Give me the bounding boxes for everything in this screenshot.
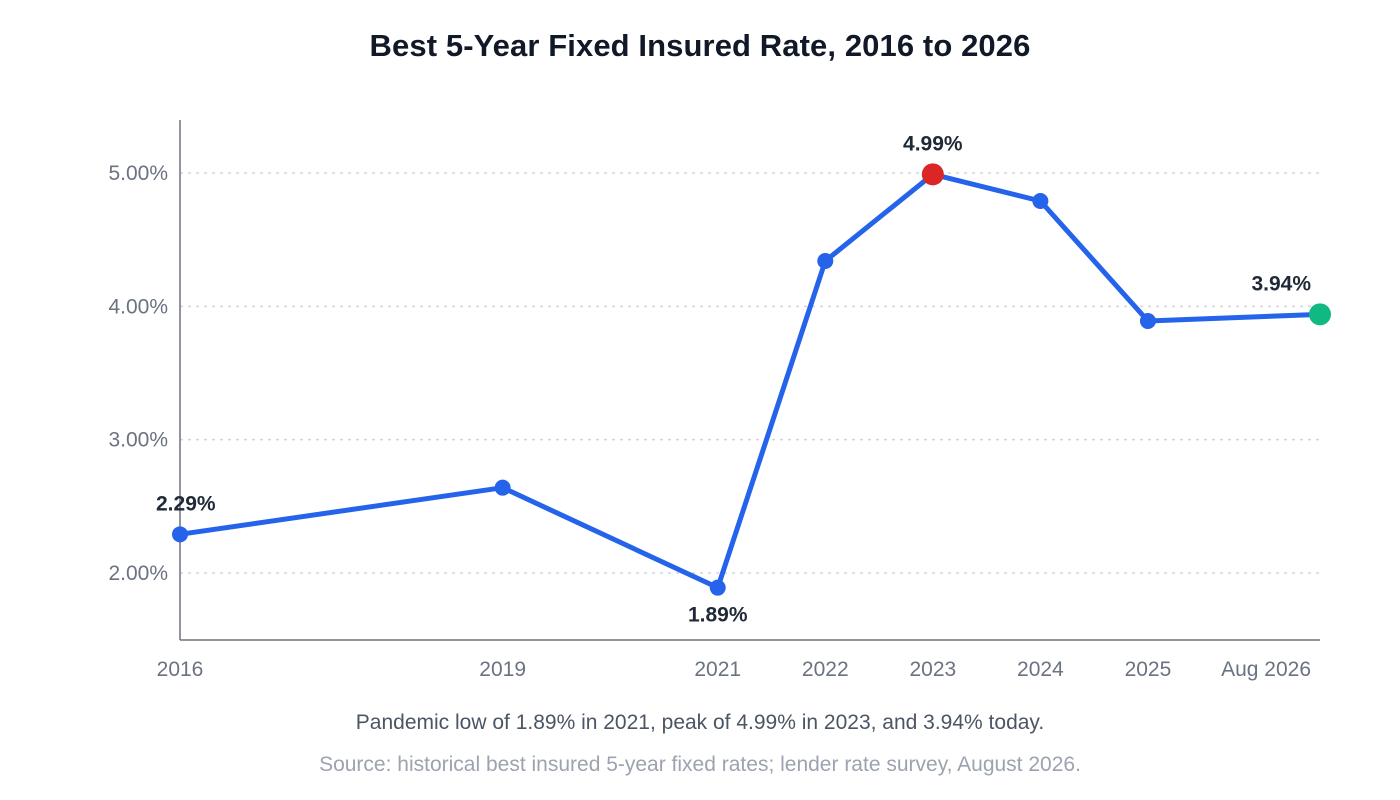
grid-lines (180, 172, 1320, 574)
data-point (1139, 313, 1156, 329)
x-tick-label: 2021 (694, 658, 741, 681)
data-point (1032, 193, 1049, 209)
data-point (494, 479, 511, 496)
current-point (1309, 303, 1331, 326)
chart-caption: Pandemic low of 1.89% in 2021, peak of 4… (355, 711, 1045, 734)
data-label: 4.99% (903, 132, 963, 155)
data-point (817, 253, 834, 269)
axes (179, 120, 1320, 641)
x-tick-label: 2022 (802, 658, 849, 681)
y-tick-label: 5.00% (108, 162, 168, 185)
x-tick-label: 2025 (1125, 658, 1172, 681)
series-line (177, 171, 1323, 591)
tick-labels: 2.00% 3.00% 4.00% 5.00% 2016 2019 2021 2022 2023… (108, 162, 1311, 681)
data-point (172, 526, 188, 543)
x-tick-label: 2024 (1017, 658, 1064, 681)
x-tick-label: 2019 (479, 658, 526, 681)
y-tick-label: 4.00% (108, 295, 168, 318)
data-point (709, 579, 726, 596)
x-tick-label: Aug 2026 (1221, 658, 1311, 681)
x-tick-label: 2016 (157, 658, 204, 681)
x-tick-label: 2023 (909, 658, 956, 681)
chart-title: Best 5-Year Fixed Insured Rate, 2016 to … (369, 28, 1031, 63)
data-labels: 2.29% 1.89% 4.99% 3.94% (156, 132, 1311, 626)
series-line-layer (177, 171, 1323, 591)
data-points (172, 163, 1331, 596)
y-tick-label: 3.00% (108, 429, 168, 452)
peak-point (921, 163, 944, 186)
y-tick-label: 2.00% (108, 562, 168, 585)
data-label: 3.94% (1251, 272, 1311, 295)
data-label: 1.89% (688, 604, 748, 627)
chart-source: Source: historical best insured 5-year f… (319, 753, 1081, 776)
data-label: 2.29% (156, 492, 216, 515)
